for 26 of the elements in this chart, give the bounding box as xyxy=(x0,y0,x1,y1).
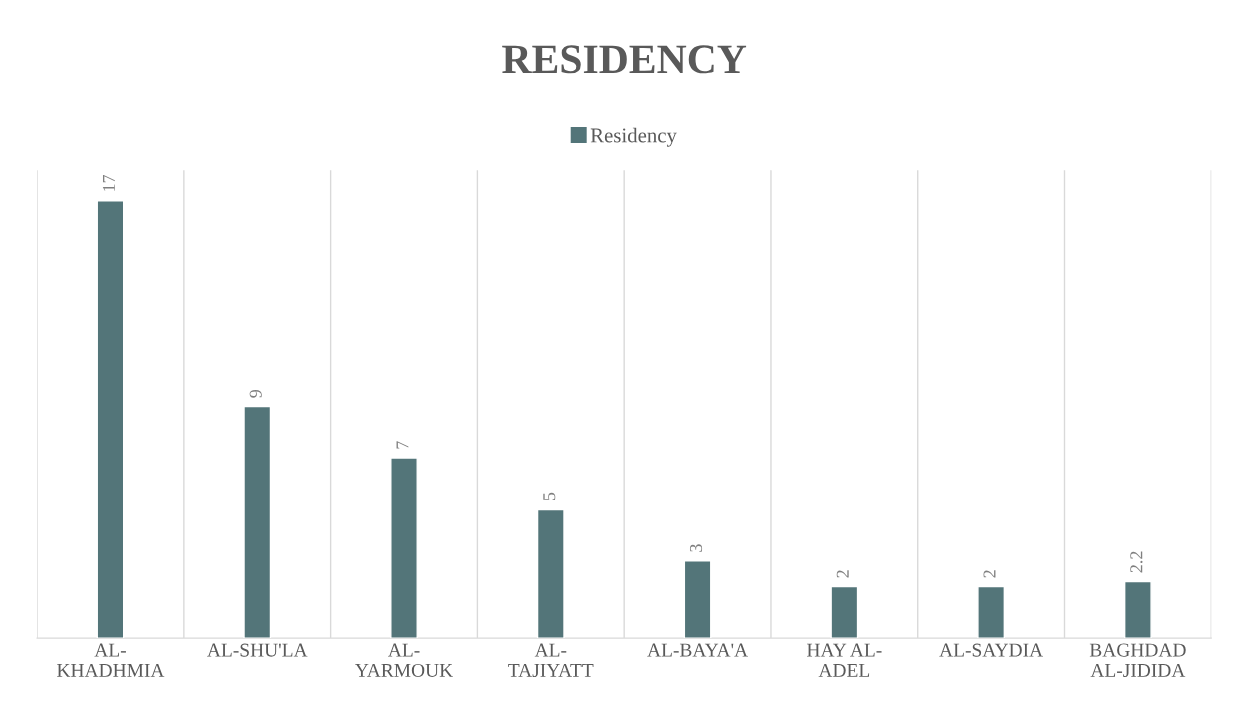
data-label: 17 xyxy=(102,174,115,191)
x-tick-label: AL-SHU'LA xyxy=(207,643,308,657)
x-tick-label: AL-BAYA'A xyxy=(647,643,748,657)
bar xyxy=(977,585,1006,639)
data-label: 5 xyxy=(543,492,556,501)
x-tick-label: AL-KHADHMIA xyxy=(57,643,165,677)
bar xyxy=(1123,580,1152,639)
bar xyxy=(390,457,418,639)
data-label: 9 xyxy=(249,389,262,398)
bar xyxy=(243,405,272,639)
bar xyxy=(536,508,565,639)
x-tick-label: HAY AL-ADEL xyxy=(807,643,882,677)
data-label: 3 xyxy=(689,544,703,552)
bar xyxy=(830,585,859,639)
x-tick-label: AL-TAJIYATT xyxy=(508,643,594,677)
x-tick-label: AL-SAYDIA xyxy=(939,643,1044,657)
bar xyxy=(96,200,125,639)
data-label: 7 xyxy=(396,441,409,449)
data-label: 2.2 xyxy=(1130,551,1143,573)
data-label: 2 xyxy=(983,570,996,578)
x-tick-label: BAGHDAD AL-JIDIDA xyxy=(1089,643,1186,677)
data-label: 2 xyxy=(836,570,849,578)
bar xyxy=(683,560,712,639)
legend-label: Residency xyxy=(590,127,677,147)
x-tick-label: AL-YARMOUK xyxy=(355,643,453,677)
chart-title: RESIDENCY xyxy=(502,45,747,74)
